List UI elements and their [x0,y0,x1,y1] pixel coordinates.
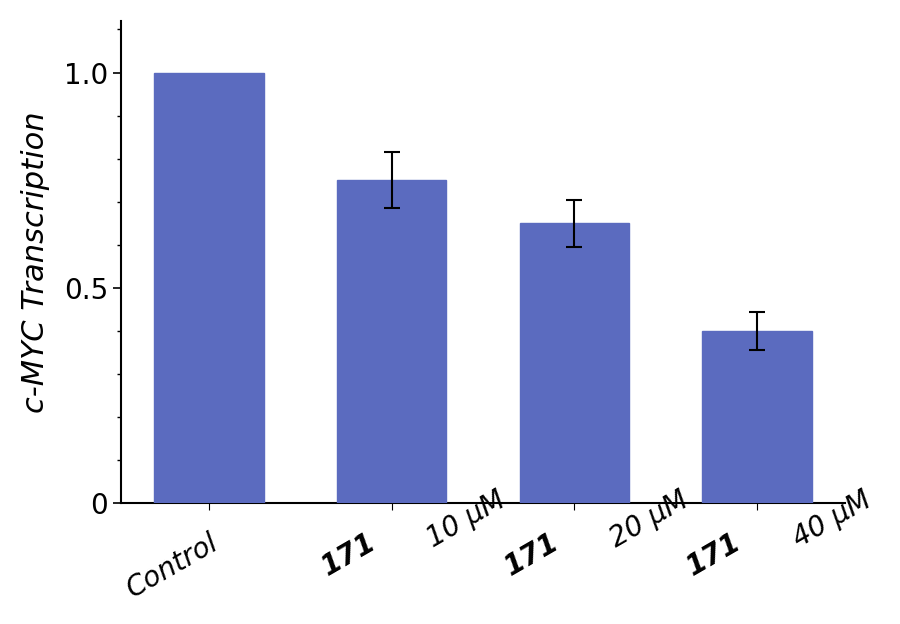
Bar [154,72,264,504]
Text: Control: Control [122,529,223,603]
Text: 171: 171 [500,529,563,582]
Text: 20 μM: 20 μM [605,485,693,553]
Bar [702,331,812,504]
Text: 171: 171 [682,529,746,582]
Y-axis label: c-MYC Transcription: c-MYC Transcription [21,111,50,413]
Bar [519,223,629,504]
Text: 10 μM: 10 μM [422,485,510,553]
Text: 40 μM: 40 μM [788,485,876,553]
Bar [337,180,446,504]
Text: 171: 171 [317,529,381,582]
